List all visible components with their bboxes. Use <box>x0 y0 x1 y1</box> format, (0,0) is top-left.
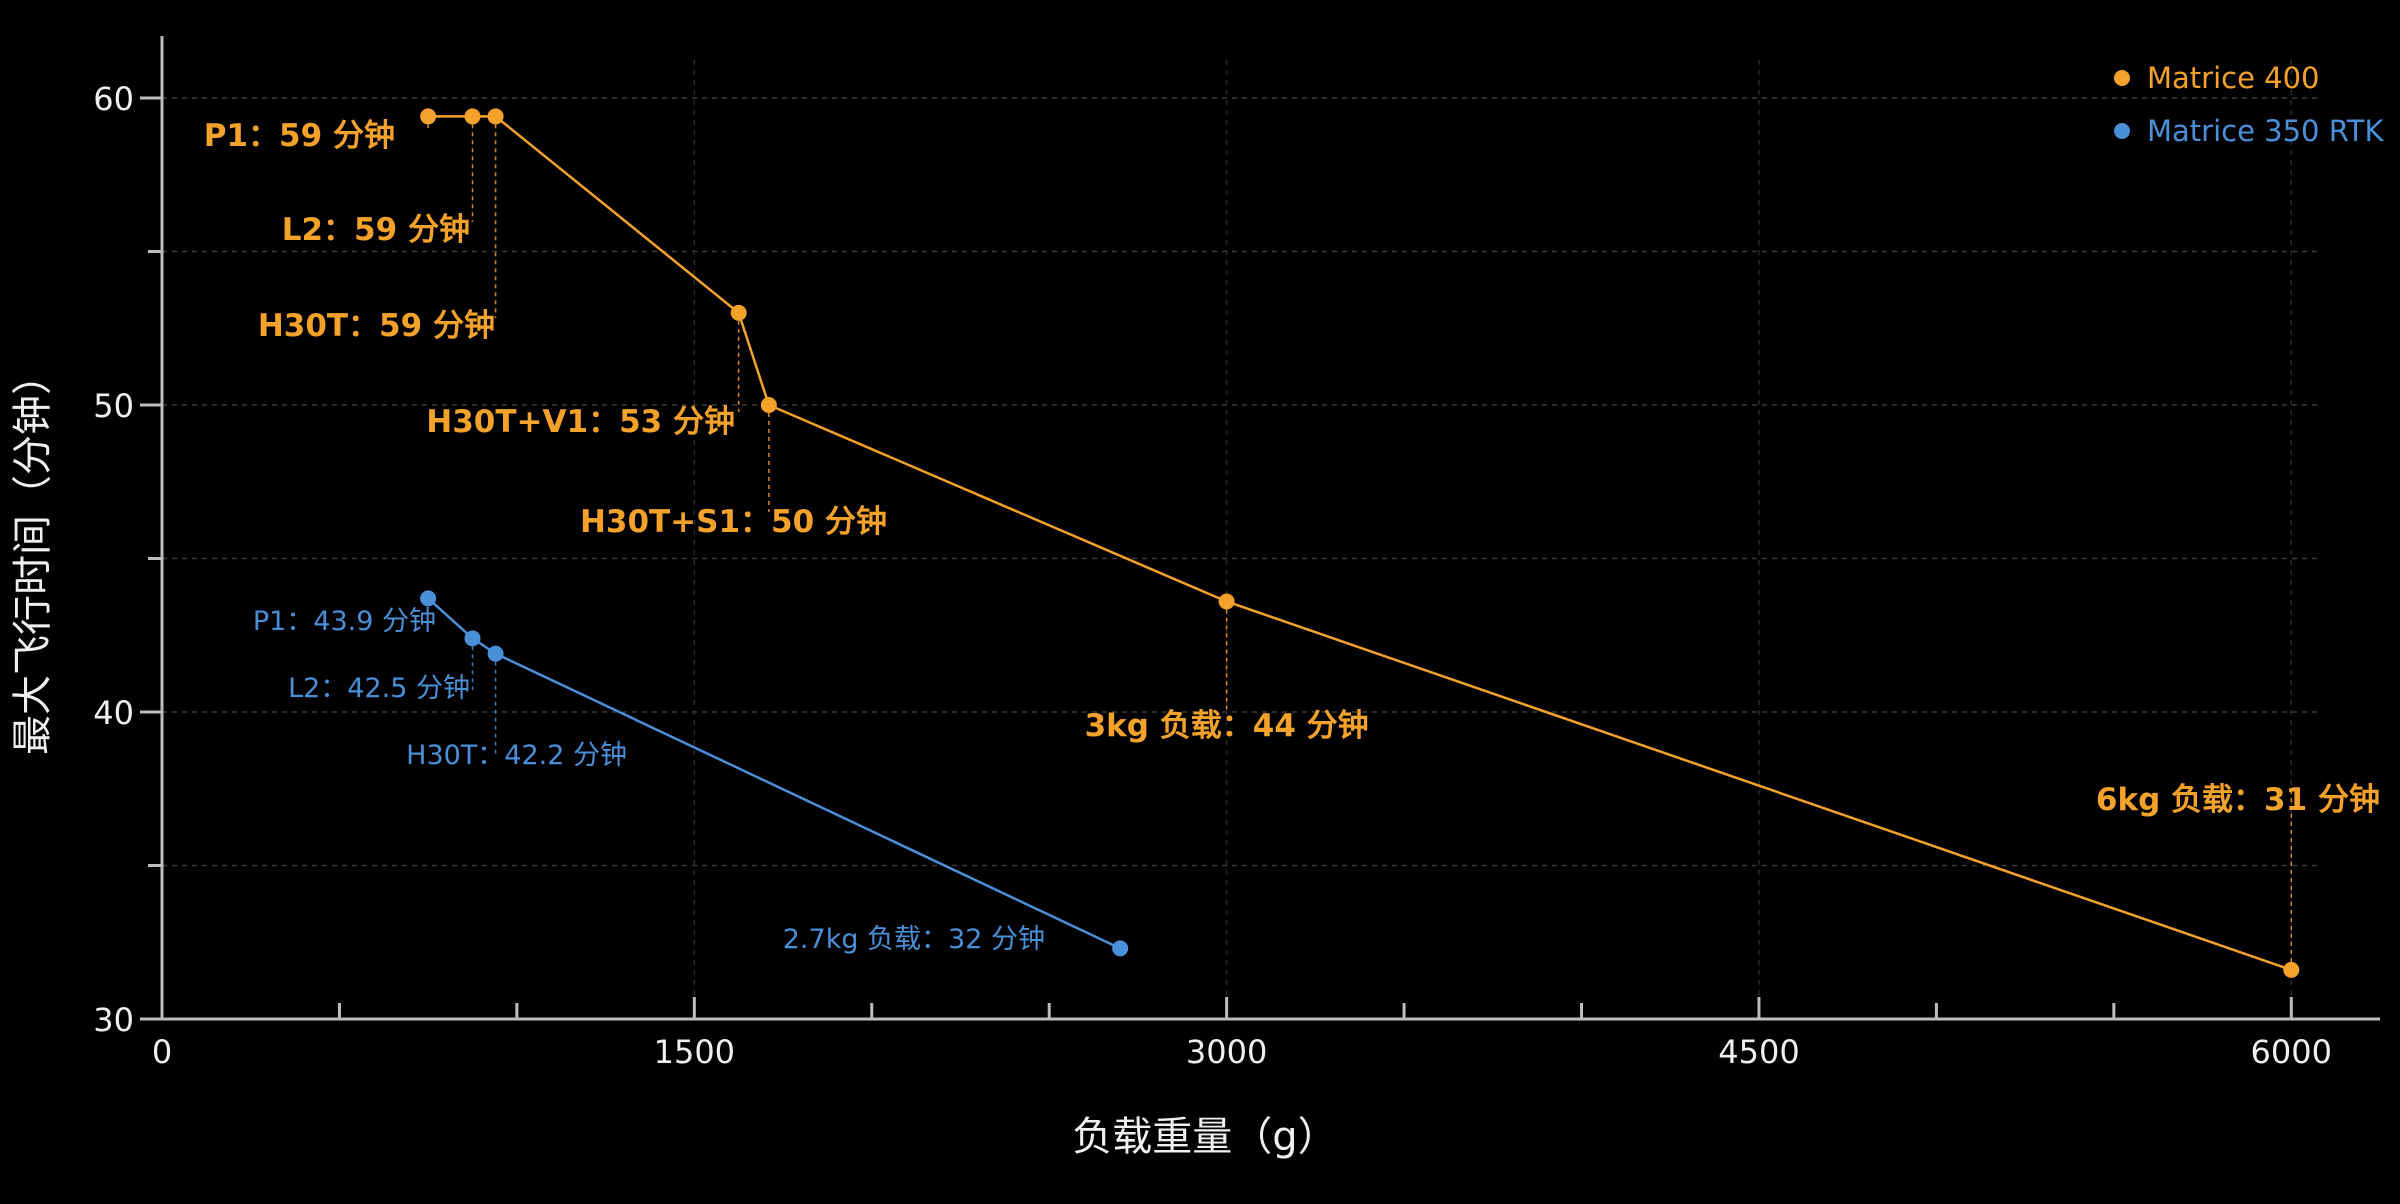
data-point <box>464 108 481 125</box>
x-tick-label: 3000 <box>1186 1033 1267 1071</box>
x-tick-label: 6000 <box>2251 1033 2332 1071</box>
data-point <box>420 590 437 607</box>
x-axis-title: 负载重量（g） <box>1072 1114 1337 1160</box>
data-point <box>464 630 481 647</box>
axes: 30 40 50 60 0 1500 3000 4500 6000 <box>93 36 2380 1071</box>
data-label: H30T：59 分钟 <box>258 308 495 344</box>
data-label: P1：59 分钟 <box>204 118 395 154</box>
data-point <box>2283 961 2300 978</box>
data-point <box>420 108 437 125</box>
point-guide-lines <box>427 116 2293 970</box>
legend-label: Matrice 400 <box>2147 61 2320 95</box>
data-label: 3kg 负载：44 分钟 <box>1085 708 1369 744</box>
y-tick-label: 60 <box>93 80 134 118</box>
legend: Matrice 400 Matrice 350 RTK <box>2114 61 2384 148</box>
data-point <box>487 108 504 125</box>
data-point <box>760 397 777 413</box>
legend-marker <box>2114 70 2130 86</box>
y-tick-label: 30 <box>93 1001 134 1039</box>
data-label: P1：43.9 分钟 <box>253 606 436 637</box>
legend-label: Matrice 350 RTK <box>2147 114 2384 148</box>
data-points <box>420 108 2300 978</box>
data-label: L2：59 分钟 <box>282 212 470 248</box>
data-point <box>1218 593 1235 610</box>
y-tick-label: 50 <box>93 387 134 425</box>
data-point <box>730 304 747 321</box>
data-label: H30T+V1：53 分钟 <box>426 404 735 440</box>
data-label: L2：42.5 分钟 <box>288 673 470 704</box>
x-tick-label: 0 <box>152 1033 172 1071</box>
data-label: H30T：42.2 分钟 <box>406 740 627 771</box>
legend-marker <box>2114 123 2130 139</box>
data-label: H30T+S1：50 分钟 <box>580 504 887 540</box>
data-label: 6kg 负载：31 分钟 <box>2096 782 2380 818</box>
y-tick-label: 40 <box>93 694 134 732</box>
data-labels: P1：59 分钟 L2：59 分钟 H30T：59 分钟 H30T+V1：53 分钟 H… <box>204 118 2380 955</box>
data-point <box>1112 940 1129 957</box>
data-point <box>487 645 504 662</box>
x-tick-label: 1500 <box>654 1033 735 1071</box>
y-axis-title: 最大飞行时间（分钟） <box>10 355 56 755</box>
series-lines <box>427 115 2292 972</box>
grid-lines <box>162 60 2320 1019</box>
data-label: 2.7kg 负载：32 分钟 <box>783 924 1045 955</box>
series-line <box>428 115 2292 972</box>
x-tick-label: 4500 <box>1718 1033 1799 1071</box>
series-line <box>427 597 1121 950</box>
